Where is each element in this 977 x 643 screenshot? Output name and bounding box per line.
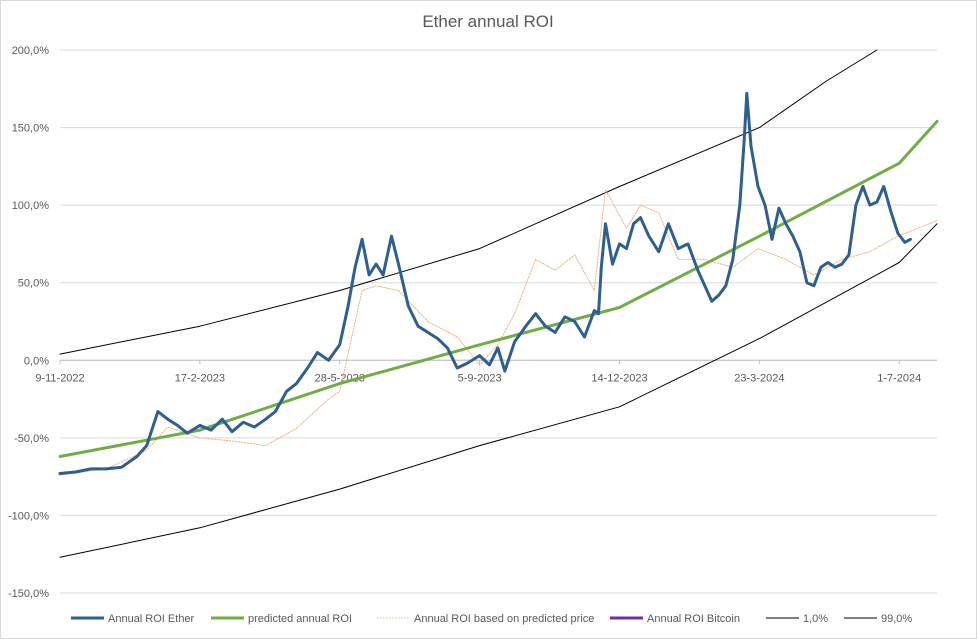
legend-label: predicted annual ROI	[248, 613, 352, 625]
legend-label: 99,0%	[881, 613, 912, 625]
y-tick-label: -100,0%	[8, 510, 49, 522]
legend-label: Annual ROI Bitcoin	[647, 613, 740, 625]
gridlines	[60, 49, 937, 594]
y-tick-label: 150,0%	[12, 123, 50, 135]
series-line-4	[59, 223, 938, 558]
y-tick-label: 0,0%	[24, 355, 49, 367]
y-axis-labels: 200,0% 150,0% 100,0% 50,0% 0,0% -50,0% -100,0%…	[8, 45, 49, 600]
series-line-1	[58, 119, 939, 458]
x-tick-label: 17-2-2023	[175, 372, 225, 384]
y-tick-label: 50,0%	[18, 278, 49, 290]
x-tick-label: 5-9-2023	[458, 372, 502, 384]
series-line-0	[58, 91, 912, 475]
x-tick-label: 9-11-2022	[35, 372, 84, 384]
legend: Annual ROI Ether predicted annual ROI Annu…	[71, 613, 912, 625]
legend-label: Annual ROI based on predicted price	[414, 613, 594, 625]
x-tick-label: 1-7-2024	[877, 372, 921, 384]
y-tick-label: -50,0%	[14, 433, 49, 445]
y-tick-label: -150,0%	[8, 588, 49, 600]
x-tick-label: 23-3-2024	[734, 372, 784, 384]
x-tick-label: 14-12-2023	[591, 372, 647, 384]
legend-label: Annual ROI Ether	[108, 613, 195, 625]
series-line-2	[59, 189, 938, 476]
chart-title: Ether annual ROI	[422, 12, 553, 31]
legend-label: 1,0%	[803, 613, 828, 625]
x-axis: 9-11-2022 17-2-2023 28-5-2023 5-9-2023 14-12…	[35, 359, 937, 384]
series-line-5	[59, 49, 878, 355]
y-tick-label: 100,0%	[12, 200, 50, 212]
plot-series	[58, 49, 939, 558]
y-tick-label: 200,0%	[12, 45, 50, 57]
